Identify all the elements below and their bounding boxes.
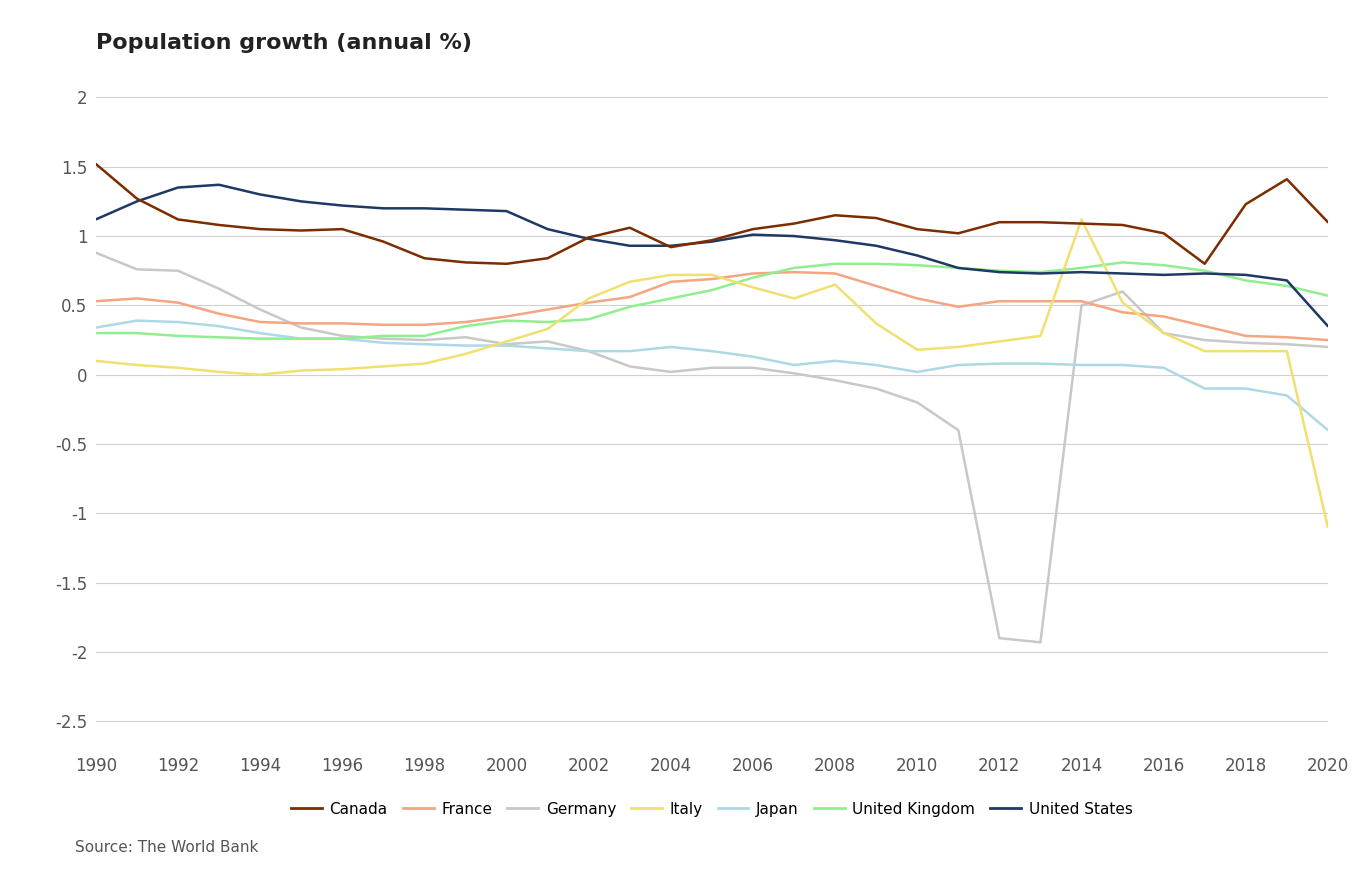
Text: Population growth (annual %): Population growth (annual %) (96, 33, 472, 53)
Legend: Canada, France, Germany, Italy, Japan, United Kingdom, United States: Canada, France, Germany, Italy, Japan, U… (285, 796, 1139, 823)
Text: Source: The World Bank: Source: The World Bank (75, 841, 259, 855)
